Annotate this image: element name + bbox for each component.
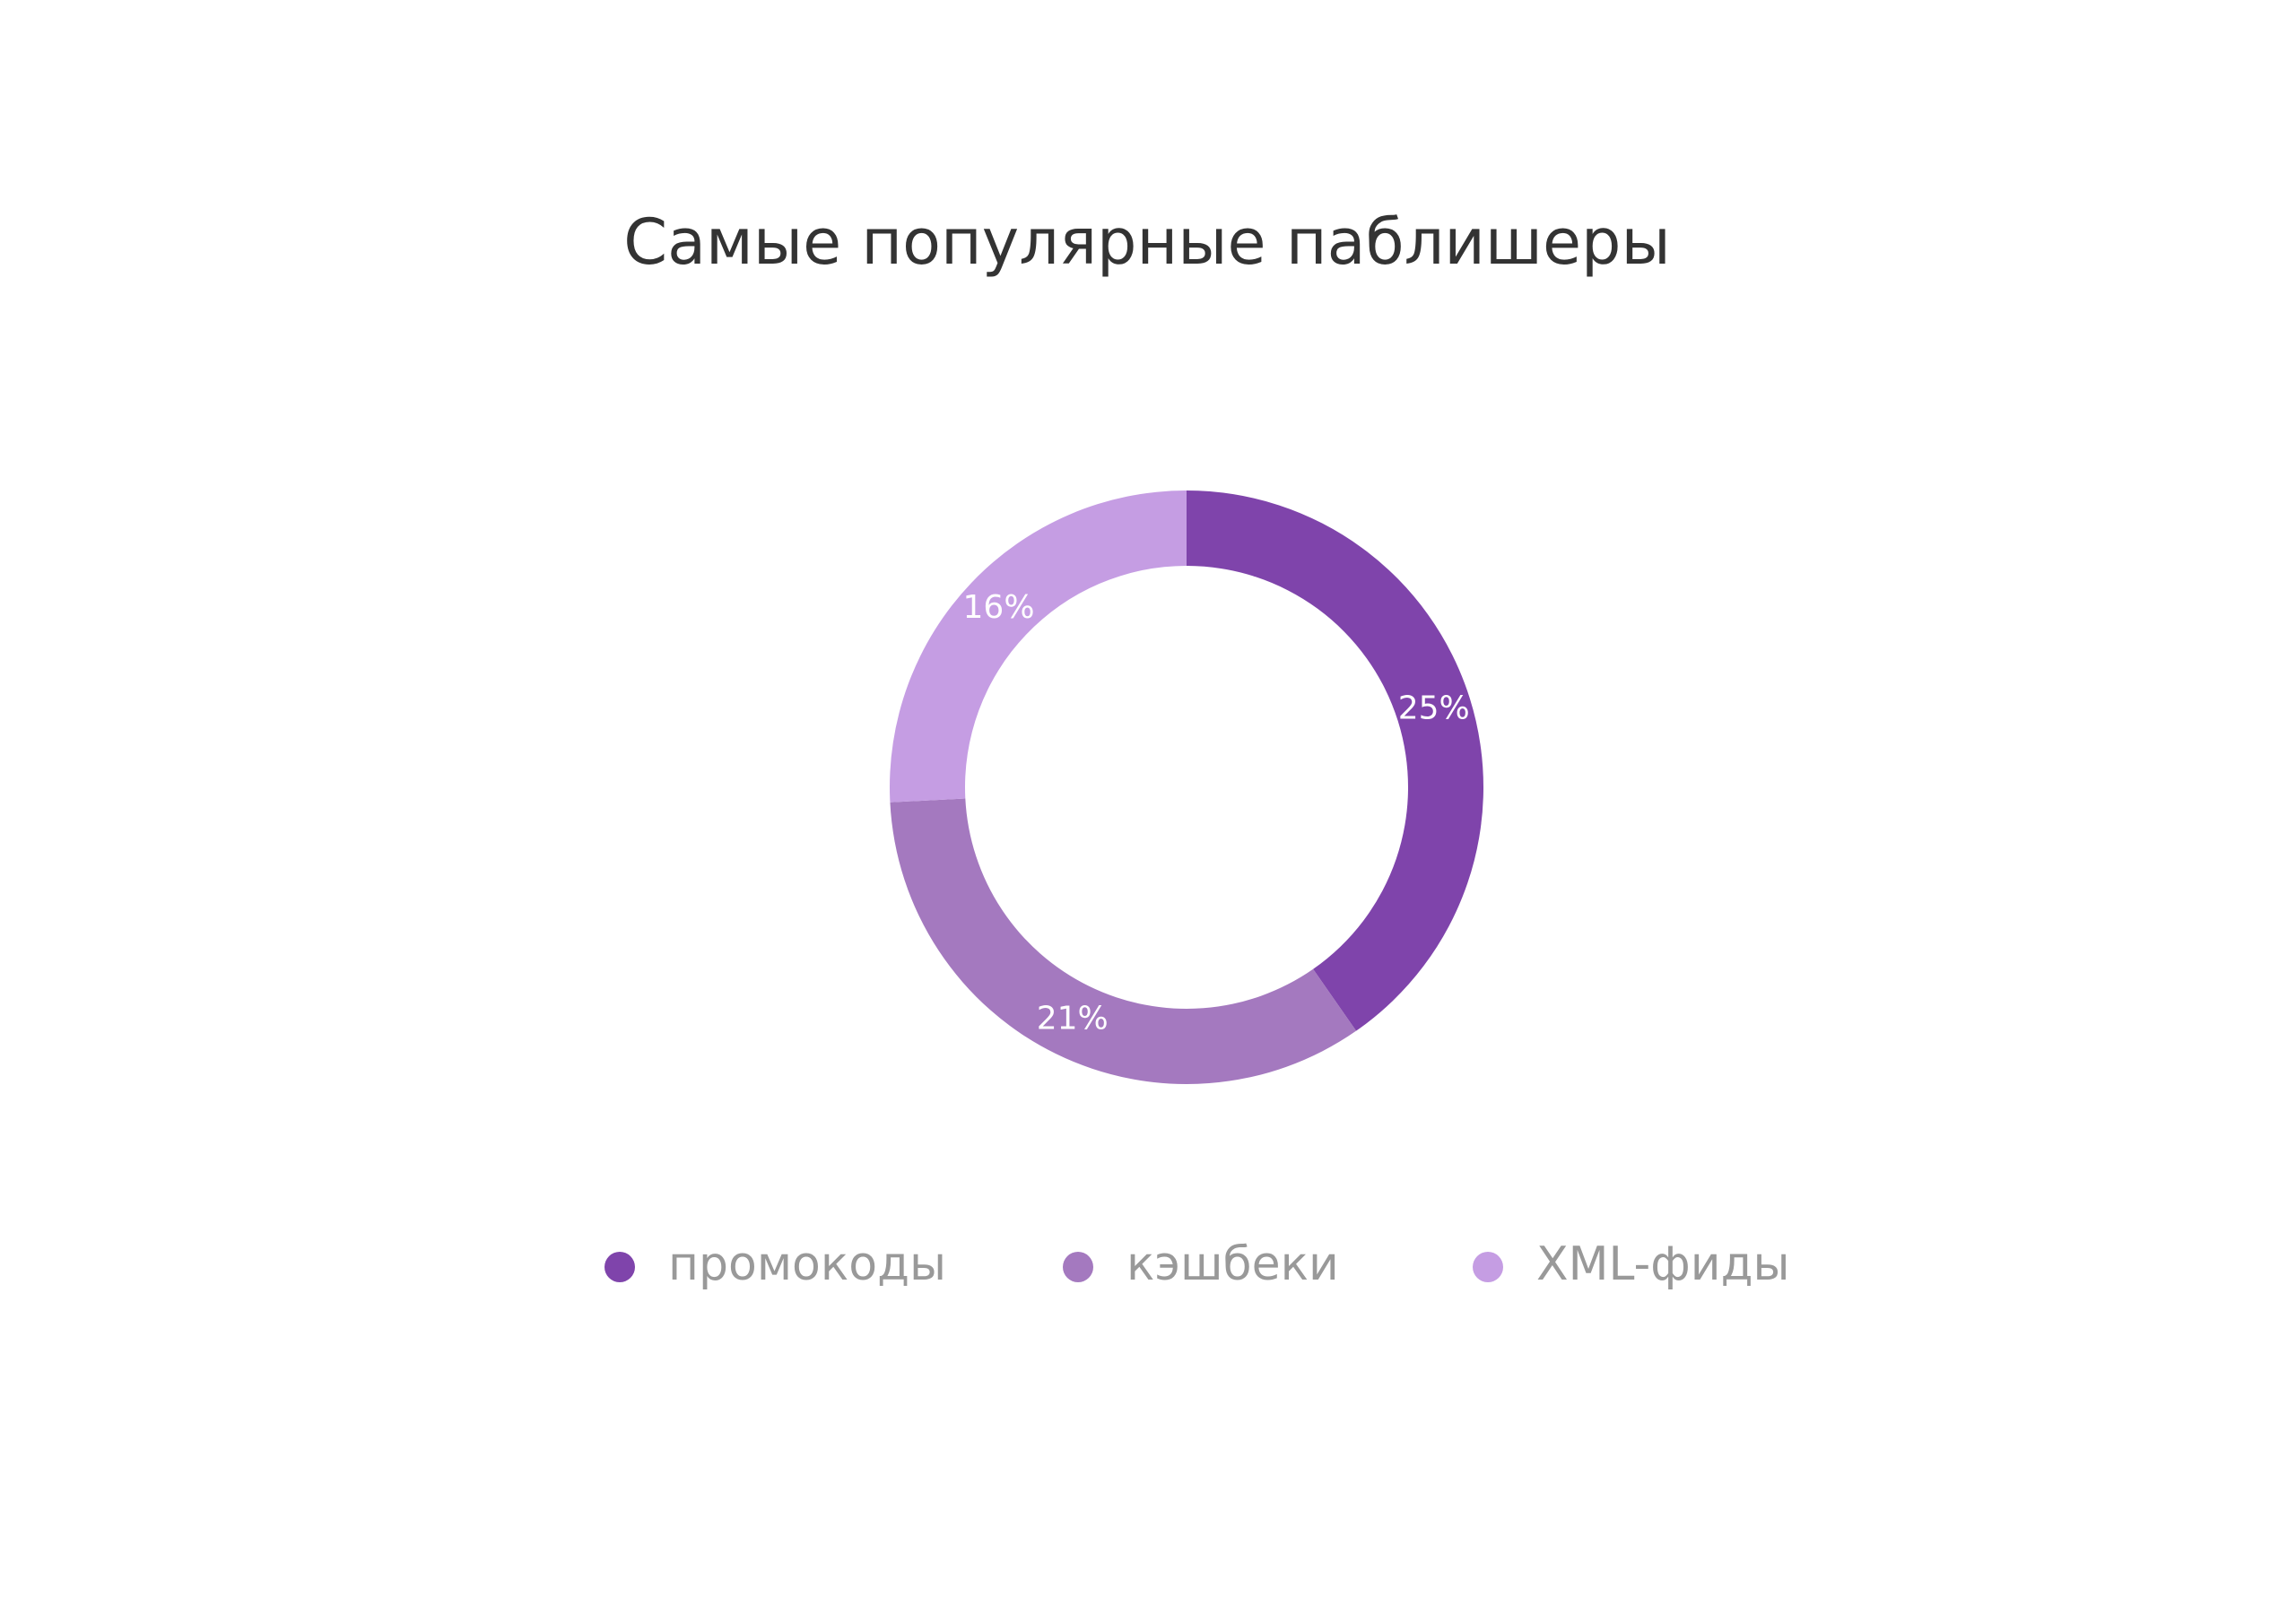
wedge	[1187, 490, 1483, 1031]
legend-marker	[604, 1252, 635, 1282]
wedge	[890, 490, 1187, 803]
value-label: 25%	[1398, 690, 1470, 726]
value-label: 16%	[963, 589, 1035, 626]
wedge	[890, 798, 1357, 1084]
chart-title: Самые популярные паблишеры	[623, 205, 1670, 279]
value-label: 21%	[1037, 1000, 1109, 1037]
legend-label: кэшбеки	[1126, 1237, 1339, 1291]
legend-label: промокоды	[668, 1237, 946, 1291]
legend-marker	[1473, 1252, 1503, 1282]
legend-marker	[1063, 1252, 1093, 1282]
legend-label: XML-фиды	[1536, 1237, 1790, 1291]
